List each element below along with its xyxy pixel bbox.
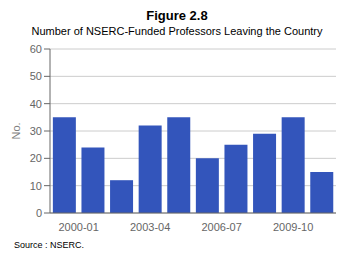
svg-text:0: 0 — [36, 207, 42, 219]
svg-text:2009-10: 2009-10 — [273, 221, 313, 233]
svg-text:60: 60 — [30, 43, 42, 55]
html-text:Source : NSERC.: Source : NSERC. — [14, 240, 84, 250]
svg-text:10: 10 — [30, 180, 42, 192]
html-text:Number of NSERC-Funded Profess: Number of NSERC-Funded Professors Leavin… — [31, 25, 323, 37]
svg-text:30: 30 — [30, 125, 42, 137]
svg-text:50: 50 — [30, 70, 42, 82]
html-text:Figure 2.8: Figure 2.8 — [146, 8, 208, 23]
svg-text:2003-04: 2003-04 — [130, 221, 170, 233]
svg-text:2000-01: 2000-01 — [58, 221, 98, 233]
svg-text:20: 20 — [30, 152, 42, 164]
svg-text:No.: No. — [10, 122, 22, 139]
svg-text:2006-07: 2006-07 — [201, 221, 241, 233]
svg-text:40: 40 — [30, 98, 42, 110]
